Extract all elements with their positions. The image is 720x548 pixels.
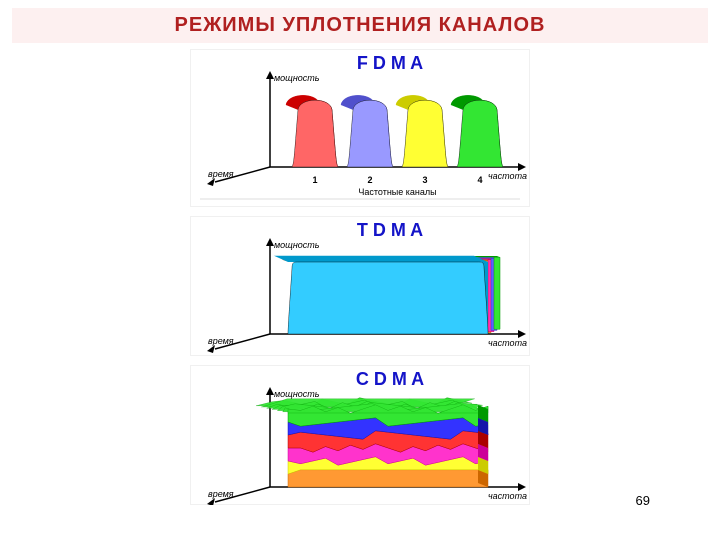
page-title: РЕЖИМЫ УПЛОТНЕНИЯ КАНАЛОВ: [175, 14, 546, 36]
svg-text:2: 2: [367, 175, 372, 185]
svg-text:частота: частота: [488, 171, 527, 181]
fdma-panel: F D M A мощность частота время 1 2 3 4 Частотные…: [190, 49, 530, 212]
svg-text:частота: частота: [488, 338, 527, 348]
svg-text:мощность: мощность: [274, 73, 320, 83]
svg-text:T D M A: T D M A: [357, 220, 423, 240]
page-number: 69: [636, 493, 650, 508]
svg-text:мощность: мощность: [274, 389, 320, 399]
svg-text:Частотные каналы: Частотные каналы: [358, 187, 436, 197]
panels-container: F D M A мощность частота время 1 2 3 4 Частотные…: [0, 47, 720, 512]
svg-text:время: время: [208, 489, 234, 499]
tdma-panel: T D M A мощность частота время: [190, 216, 530, 361]
title-banner: РЕЖИМЫ УПЛОТНЕНИЯ КАНАЛОВ: [12, 8, 708, 43]
cdma-panel: C D M A мощность частота время: [190, 365, 530, 510]
svg-text:1: 1: [312, 175, 317, 185]
svg-text:частота: частота: [488, 491, 527, 501]
svg-text:время: время: [208, 169, 234, 179]
svg-text:4: 4: [477, 175, 482, 185]
svg-text:мощность: мощность: [274, 240, 320, 250]
svg-text:время: время: [208, 336, 234, 346]
svg-text:C D M A: C D M A: [356, 369, 424, 389]
svg-text:3: 3: [422, 175, 427, 185]
svg-text:F D M A: F D M A: [357, 53, 423, 73]
